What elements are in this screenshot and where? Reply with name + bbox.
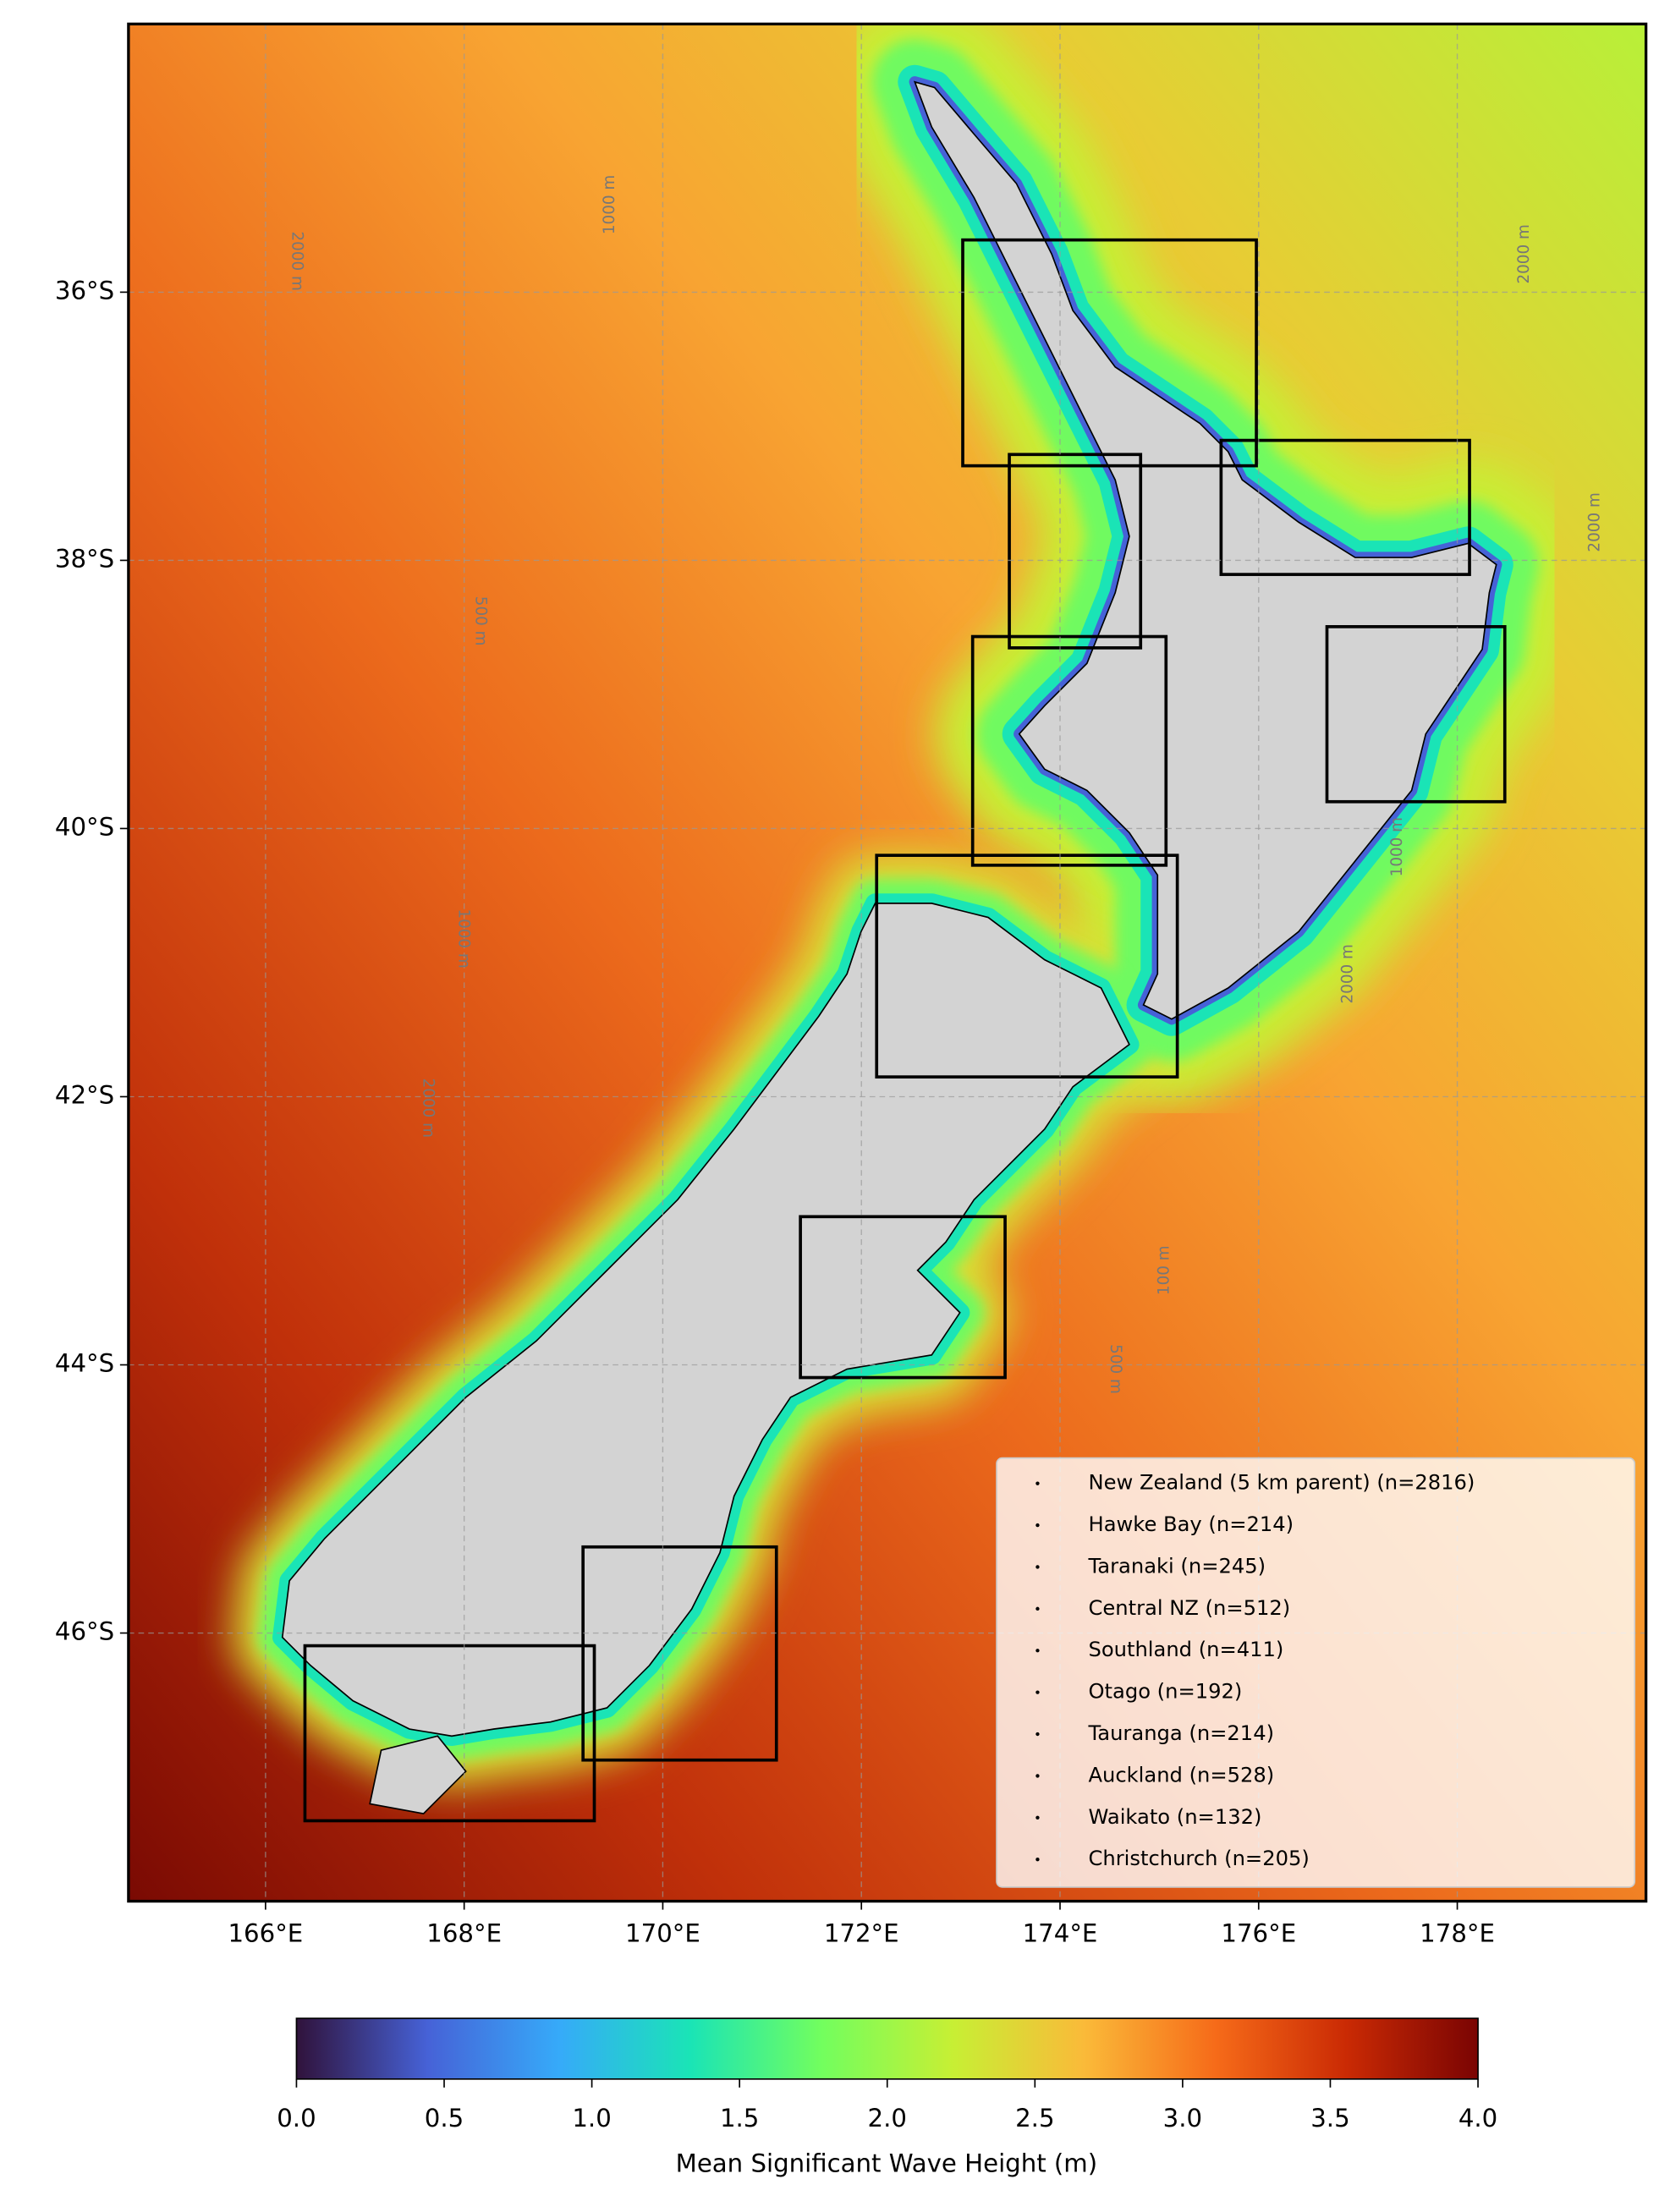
region-box xyxy=(875,854,1179,1079)
contour-label: 2000 m xyxy=(1586,492,1604,552)
legend-label: Central NZ (n=512) xyxy=(1089,1596,1291,1620)
legend-marker xyxy=(1036,1858,1040,1862)
region-box xyxy=(970,634,1168,867)
region-box xyxy=(1325,625,1507,804)
legend: New Zealand (5 km parent) (n=2816) Hawke … xyxy=(996,1457,1636,1888)
colorbar-tick-label: 3.5 xyxy=(1310,2104,1349,2132)
region-box xyxy=(303,1644,596,1823)
contour-label: 1000 m xyxy=(454,908,472,968)
legend-marker xyxy=(1036,1815,1040,1820)
legend-label: Otago (n=192) xyxy=(1089,1680,1243,1704)
legend-marker xyxy=(1036,1774,1040,1778)
colorbar-tick-label: 1.0 xyxy=(572,2104,611,2132)
legend-label: Waikato (n=132) xyxy=(1089,1805,1262,1829)
legend-marker xyxy=(1036,1523,1040,1528)
legend-marker xyxy=(1036,1649,1040,1653)
region-box xyxy=(1219,438,1471,576)
contour-label: 2000 m xyxy=(288,231,305,290)
y-tick-label: 40°S xyxy=(55,812,114,841)
contour-label: 500 m xyxy=(1107,1344,1124,1394)
colorbar-tick-label: 0.0 xyxy=(277,2104,316,2132)
y-tick-label: 46°S xyxy=(55,1617,114,1646)
legend-label: Auckland (n=528) xyxy=(1089,1763,1275,1787)
axes-frame xyxy=(127,22,1648,1903)
contour-label: 100 m xyxy=(1156,1245,1173,1295)
x-tick-label: 178°E xyxy=(1420,1919,1495,1948)
contour-label: 2000 m xyxy=(1515,224,1533,283)
contour-label: 2000 m xyxy=(420,1079,437,1138)
legend-marker xyxy=(1036,1732,1040,1737)
legend-label: Southland (n=411) xyxy=(1089,1638,1284,1661)
colorbar-bar xyxy=(295,2017,1479,2080)
region-box xyxy=(1008,453,1143,650)
y-tick-label: 42°S xyxy=(55,1080,114,1109)
colorbar-tick-label: 0.5 xyxy=(425,2104,464,2132)
x-tick-label: 174°E xyxy=(1023,1919,1098,1948)
colorbar-tick-label: 1.5 xyxy=(720,2104,759,2132)
colorbar-tick-label: 4.0 xyxy=(1459,2104,1497,2132)
x-tick-label: 168°E xyxy=(426,1919,502,1948)
y-tick-label: 44°S xyxy=(55,1349,114,1378)
contour-label: 1000 m xyxy=(1388,817,1406,876)
contour-label: 500 m xyxy=(471,596,489,646)
colorbar-tick-label: 2.5 xyxy=(1015,2104,1054,2132)
map: 2000 m 1000 m 500 m 1000 m 2000 m 100 m 500 m 2… xyxy=(128,24,1646,1902)
contour-labels: 2000 m 1000 m 500 m 1000 m 2000 m 100 m 500 m 2… xyxy=(288,175,1603,1394)
y-tick-label: 38°S xyxy=(55,544,114,573)
x-tick-label: 172°E xyxy=(824,1919,899,1948)
colorbar-tick-label: 2.0 xyxy=(868,2104,907,2132)
legend-marker xyxy=(1036,1690,1040,1694)
legend-label: Taranaki (n=245) xyxy=(1088,1554,1266,1578)
contour-label: 1000 m xyxy=(601,175,618,234)
region-box xyxy=(799,1215,1007,1380)
contour-label: 2000 m xyxy=(1339,944,1357,1003)
x-tick-label: 170°E xyxy=(625,1919,700,1948)
y-tick-label: 36°S xyxy=(55,276,114,305)
region-box xyxy=(581,1545,778,1762)
legend-label: Hawke Bay (n=214) xyxy=(1089,1512,1294,1536)
colorbar-tick-label: 3.0 xyxy=(1163,2104,1202,2132)
x-tick-label: 176°E xyxy=(1221,1919,1296,1948)
legend-label: Christchurch (n=205) xyxy=(1089,1847,1310,1870)
legend-marker xyxy=(1036,1565,1040,1569)
colorbar: Mean Significant Wave Height (m) 0.0 0.5 1… xyxy=(277,2017,1497,2178)
region-box xyxy=(961,238,1258,468)
ticks: 166°E 168°E 170°E 172°E 174°E 176°E 178°E 36°S 3… xyxy=(55,276,1495,1947)
region-boxes xyxy=(303,238,1507,1823)
legend-box xyxy=(996,1457,1636,1888)
x-tick-label: 166°E xyxy=(228,1919,303,1948)
legend-marker xyxy=(1036,1481,1040,1485)
legend-marker xyxy=(1036,1606,1040,1611)
legend-label: New Zealand (5 km parent) (n=2816) xyxy=(1089,1471,1475,1495)
legend-label: Tauranga (n=214) xyxy=(1088,1721,1275,1745)
colorbar-label: Mean Significant Wave Height (m) xyxy=(676,2149,1097,2178)
